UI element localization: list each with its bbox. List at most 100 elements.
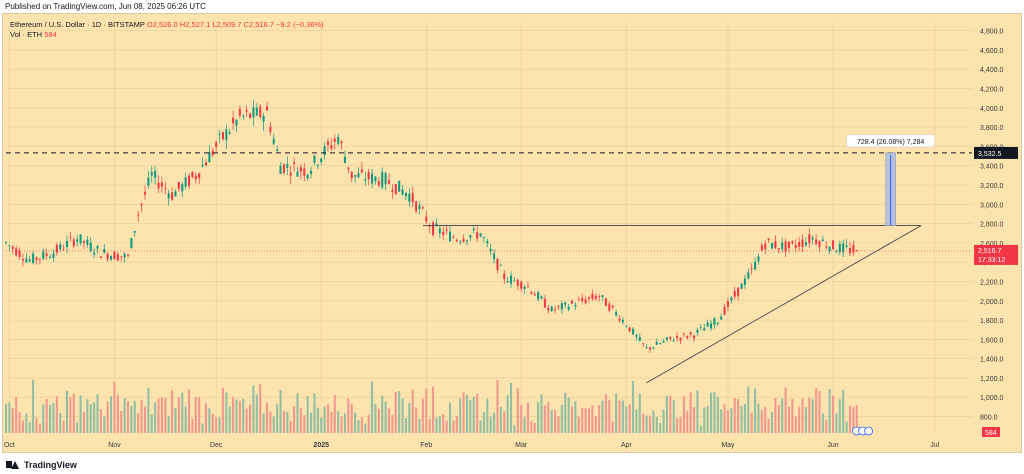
candle-body <box>442 231 445 236</box>
volume-bar <box>238 401 241 433</box>
volume-bar <box>815 388 818 433</box>
volume-bar <box>550 410 553 433</box>
candle-body <box>89 242 92 251</box>
candle-body <box>428 225 431 227</box>
candle-body <box>771 243 774 249</box>
volume-bar <box>537 402 540 433</box>
candle-body <box>808 234 811 244</box>
candle-body <box>15 248 18 256</box>
x-tick-label: Nov <box>108 442 121 449</box>
volume-bar <box>367 414 370 433</box>
volume-bar <box>289 420 292 433</box>
volume-bar <box>252 385 255 433</box>
candle-body <box>581 297 584 302</box>
candle-body <box>191 171 194 178</box>
candle-body <box>469 235 472 238</box>
volume-bar <box>618 400 621 433</box>
volume-bar <box>428 418 431 433</box>
volume-bar <box>147 387 150 433</box>
volume-bar <box>323 406 326 433</box>
volume-bar <box>838 399 841 433</box>
candle-body <box>371 173 374 184</box>
x-tick-label: Dec <box>210 442 223 449</box>
candle-body <box>333 138 336 142</box>
candle-body <box>421 207 424 209</box>
candle-body <box>387 180 391 184</box>
volume-bar <box>682 396 685 433</box>
volume-bar <box>740 406 743 433</box>
volume-bar <box>452 420 455 433</box>
volume-bar <box>662 409 665 433</box>
volume-bar <box>93 402 96 433</box>
candle-body <box>11 246 14 249</box>
volume-bar <box>571 406 574 433</box>
volume-bar <box>364 423 367 433</box>
volume-bar <box>120 411 123 433</box>
candle-body <box>86 239 89 245</box>
volume-bar <box>730 408 733 433</box>
y-tick-label: 1,000.0 <box>980 395 1003 402</box>
volume-bar <box>832 395 835 433</box>
candle-body <box>699 327 702 329</box>
volume-bar <box>204 403 207 433</box>
volume-bar <box>808 397 811 433</box>
volume-bar <box>208 408 211 433</box>
volume-bar <box>835 413 838 433</box>
x-tick-label: Oct <box>4 442 15 449</box>
candle-body <box>686 336 689 339</box>
volume-bar <box>706 405 709 433</box>
volume-bar <box>255 394 258 433</box>
candle-body <box>211 150 214 156</box>
candle-body <box>716 322 719 324</box>
candle-body <box>791 241 794 244</box>
candle-body <box>703 328 706 331</box>
volume-bar <box>499 406 502 433</box>
candle-body <box>679 337 682 341</box>
candle-body <box>282 164 285 173</box>
volume-bar <box>577 416 580 433</box>
volume-bar <box>764 406 767 433</box>
volume-bar <box>811 399 814 433</box>
volume-bar <box>781 398 784 433</box>
volume-bar <box>306 396 309 433</box>
volume-bar <box>150 414 153 433</box>
candle-body <box>723 306 726 315</box>
volume-bar <box>86 399 89 433</box>
y-tick-label: 3,800.0 <box>980 125 1003 132</box>
volume-bar <box>743 403 746 433</box>
candle-body <box>577 299 580 301</box>
candle-body <box>394 184 397 194</box>
price-chart[interactable]: 800.0 1,000.0 1,200.0 1,400.0 1,600.0 1,800.0… <box>2 13 1022 453</box>
candle-body <box>676 336 679 339</box>
volume-bar <box>62 420 65 433</box>
volume-label: Vol · ETH <box>10 30 43 39</box>
symbol-line: Ethereum / U.S. Dollar · 1D · BITSTAMP O… <box>10 20 324 30</box>
candle-body <box>96 245 99 249</box>
candle-body <box>757 256 760 262</box>
volume-bar <box>611 421 614 433</box>
volume-bar <box>472 396 475 433</box>
candle-body <box>645 347 648 349</box>
candle-body <box>855 250 858 251</box>
volume-bar <box>42 404 45 433</box>
y-tick-label: 2,600.0 <box>980 241 1003 248</box>
volume-bar <box>374 404 377 433</box>
volume-bar <box>360 417 363 433</box>
x-tick-label: 2025 <box>313 442 329 449</box>
candle-body <box>177 182 180 189</box>
volume-bar <box>296 393 299 433</box>
volume-bar <box>293 406 296 433</box>
volume-bar <box>357 419 360 433</box>
volume-bar <box>774 398 777 433</box>
volume-bar <box>821 413 824 433</box>
candle-body <box>76 239 79 242</box>
volume-bar <box>235 399 238 433</box>
volume-bar <box>89 404 92 433</box>
volume-bar <box>377 408 380 433</box>
candle-body <box>38 258 41 260</box>
candle-body <box>276 149 279 151</box>
candle-body <box>693 335 696 339</box>
candle-body <box>825 246 828 248</box>
x-tick-label: May <box>721 442 735 449</box>
candle-body <box>398 180 401 192</box>
